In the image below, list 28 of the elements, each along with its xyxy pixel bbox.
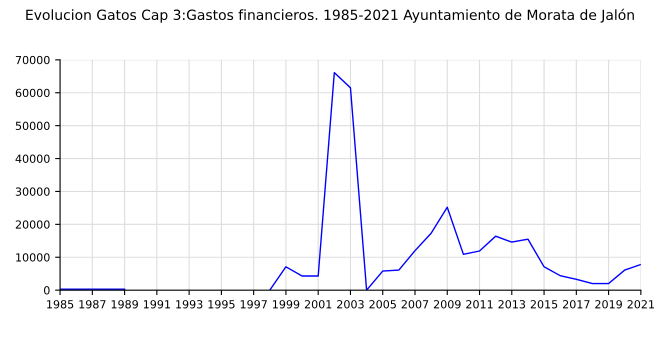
x-tick-label: 2011 xyxy=(466,300,493,308)
y-tick-label: 30000 xyxy=(16,187,50,196)
x-tick-label: 2009 xyxy=(434,300,461,308)
y-tick-label: 70000 xyxy=(16,56,50,64)
y-tick-label: 20000 xyxy=(16,220,50,229)
chart-title: Evolucion Gatos Cap 3:Gastos financieros. 1985-2021 Ayuntamiento de Morata de Jalón xyxy=(26,8,634,23)
y-tick-label: 0 xyxy=(44,286,50,295)
y-tick-label: 10000 xyxy=(16,253,50,262)
y-tick-label: 50000 xyxy=(16,122,50,130)
x-tick-label: 2017 xyxy=(563,300,590,308)
x-tick-label: 2001 xyxy=(304,300,332,308)
x-tick-label: 2021 xyxy=(628,300,654,308)
y-tick-label: 60000 xyxy=(16,88,50,98)
x-tick-label: 2005 xyxy=(369,300,396,308)
x-tick-label: 1989 xyxy=(112,300,138,308)
x-tick-label: 2019 xyxy=(595,300,622,308)
x-tick-label: 2007 xyxy=(402,300,428,308)
y-tick-label: 40000 xyxy=(16,154,50,163)
x-tick-label: 1985 xyxy=(47,300,74,308)
x-tick-label: 2003 xyxy=(337,300,364,308)
x-tick-label: 1997 xyxy=(240,300,267,308)
x-tick-label: 2015 xyxy=(530,300,558,308)
x-tick-label: 1995 xyxy=(208,300,235,308)
x-tick-label: 1999 xyxy=(273,300,300,308)
x-tick-label: 1987 xyxy=(79,300,106,308)
x-tick-label: 1993 xyxy=(176,300,202,308)
x-tick-label: 2013 xyxy=(498,300,526,308)
x-tick-label: 1991 xyxy=(144,300,170,308)
